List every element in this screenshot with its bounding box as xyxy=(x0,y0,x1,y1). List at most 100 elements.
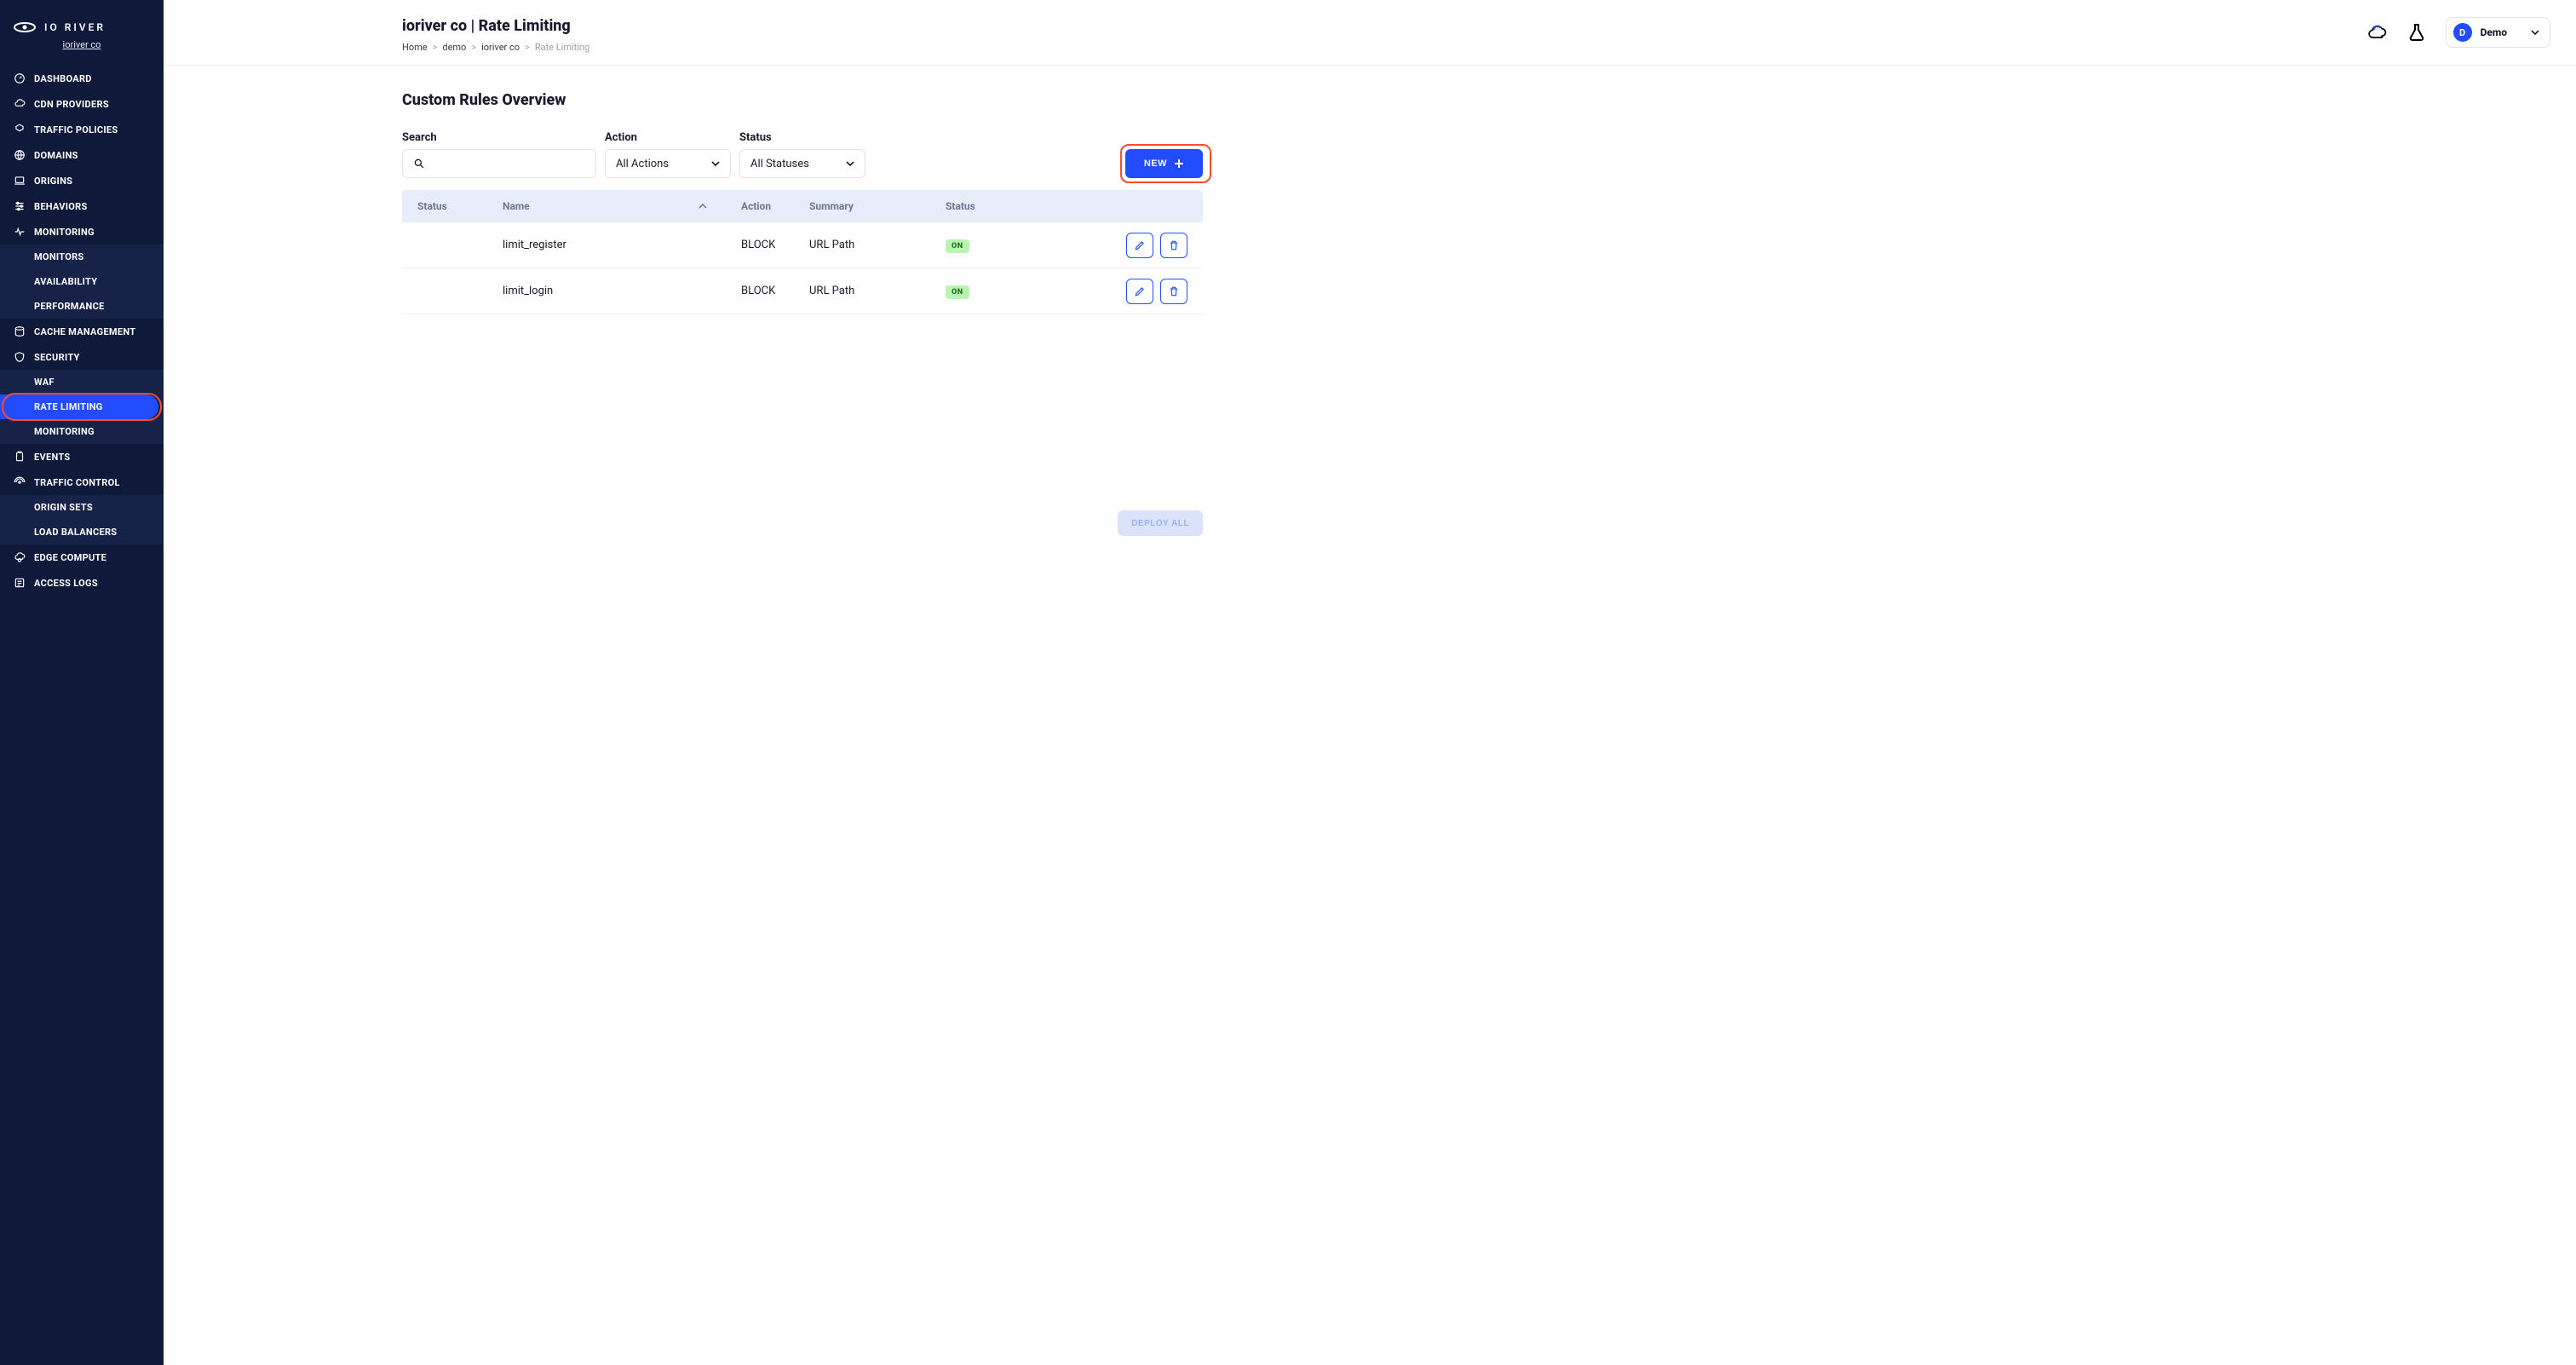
status-badge: ON xyxy=(946,239,969,253)
sidebar-item-domains[interactable]: DOMAINS xyxy=(0,142,164,168)
sidebar-item-waf[interactable]: WAF xyxy=(0,370,164,395)
account-menu[interactable]: D Demo xyxy=(2446,17,2550,48)
sidebar-item-access-logs[interactable]: ACCESS LOGS xyxy=(0,570,164,596)
rule-action: BLOCK xyxy=(741,239,809,251)
sidebar-item-monitors[interactable]: MONITORS xyxy=(0,245,164,269)
breadcrumb-item[interactable]: ioriver co xyxy=(481,42,520,53)
sidebar-section-traffic-control: ORIGIN SETS LOAD BALANCERS xyxy=(0,495,164,544)
sidebar-item-edge-compute[interactable]: EDGE COMPUTE xyxy=(0,544,164,570)
list-icon xyxy=(14,577,26,589)
sidebar-nav: DASHBOARD CDN PROVIDERS TRAFFIC POLICIES… xyxy=(0,66,164,596)
filter-status: Status All Statuses xyxy=(739,131,865,178)
sidebar-item-origins[interactable]: ORIGINS xyxy=(0,168,164,193)
search-input[interactable] xyxy=(430,158,585,170)
sidebar-item-cdn-providers[interactable]: CDN PROVIDERS xyxy=(0,91,164,117)
rule-action: BLOCK xyxy=(741,285,809,297)
sidebar-item-origin-sets[interactable]: ORIGIN SETS xyxy=(0,495,164,520)
table-row: limit_register BLOCK URL Path ON xyxy=(402,222,1203,268)
sidebar-item-label: ACCESS LOGS xyxy=(34,578,98,589)
sidebar-item-cache-management[interactable]: CACHE MANAGEMENT xyxy=(0,319,164,344)
sidebar-item-label: CACHE MANAGEMENT xyxy=(34,326,135,337)
status-selected: All Statuses xyxy=(750,158,809,170)
sidebar-item-monitoring[interactable]: MONITORING xyxy=(0,219,164,245)
cloud-status-icon[interactable] xyxy=(2367,22,2388,43)
action-select[interactable]: All Actions xyxy=(605,149,731,178)
sidebar-item-label: DOMAINS xyxy=(34,150,78,161)
globe-icon xyxy=(14,149,26,161)
breadcrumb-current: Rate Limiting xyxy=(535,42,589,53)
breadcrumb-separator: > xyxy=(433,42,438,53)
sidebar-section-monitoring: MONITORS AVAILABILITY PERFORMANCE xyxy=(0,245,164,319)
sidebar-section-security: WAF RATE LIMITING MONITORING xyxy=(0,370,164,444)
clipboard-icon xyxy=(14,451,26,463)
sidebar-item-performance[interactable]: PERFORMANCE xyxy=(0,294,164,319)
search-input-wrap xyxy=(402,149,596,178)
flask-icon[interactable] xyxy=(2406,22,2427,43)
breadcrumb-item[interactable]: demo xyxy=(442,42,466,53)
topbar: ioriver co | Rate Limiting Home > demo >… xyxy=(164,0,2576,66)
new-button[interactable]: NEW xyxy=(1125,149,1203,178)
th-name[interactable]: Name xyxy=(503,200,741,212)
sidebar-item-label: TRAFFIC POLICIES xyxy=(34,124,118,135)
logo-icon xyxy=(14,20,36,34)
sidebar-item-events[interactable]: EVENTS xyxy=(0,444,164,469)
rule-summary: URL Path xyxy=(809,285,946,297)
sidebar-item-label: BEHAVIORS xyxy=(34,201,88,212)
cloud-cog-icon xyxy=(14,551,26,563)
rules-table: Status Name Action Summary Status limit_… xyxy=(402,190,1203,314)
rule-name: limit_login xyxy=(503,285,741,297)
th-action: Action xyxy=(741,200,809,212)
table-row: limit_login BLOCK URL Path ON xyxy=(402,268,1203,314)
traffic-icon xyxy=(14,124,26,135)
content: Custom Rules Overview Search Action All … xyxy=(164,66,1228,562)
action-selected: All Actions xyxy=(616,158,669,170)
rule-summary: URL Path xyxy=(809,239,946,251)
laptop-icon xyxy=(14,175,26,187)
breadcrumb-separator: > xyxy=(525,42,530,53)
chevron-down-icon xyxy=(711,161,720,166)
shield-icon xyxy=(14,351,26,363)
sidebar-item-security-monitoring[interactable]: MONITORING xyxy=(0,419,164,444)
delete-button[interactable] xyxy=(1160,233,1187,258)
pulse-icon xyxy=(14,226,26,238)
th-status-toggle: Status xyxy=(417,200,503,212)
topbar-right: D Demo xyxy=(2367,17,2550,48)
edit-button[interactable] xyxy=(1126,233,1153,258)
sidebar-item-rate-limiting[interactable]: RATE LIMITING xyxy=(0,395,158,419)
sidebar-item-security[interactable]: SECURITY xyxy=(0,344,164,370)
status-select[interactable]: All Statuses xyxy=(739,149,865,178)
breadcrumb-separator: > xyxy=(471,42,476,53)
deploy-all-button[interactable]: DEPLOY ALL xyxy=(1118,510,1203,536)
avatar: D xyxy=(2453,23,2472,42)
status-badge: ON xyxy=(946,285,969,299)
sidebar-item-traffic-control[interactable]: TRAFFIC CONTROL xyxy=(0,469,164,495)
sidebar-item-dashboard[interactable]: DASHBOARD xyxy=(0,66,164,91)
brand-logo[interactable]: IO RIVER xyxy=(0,17,164,39)
org-link[interactable]: ioriver co xyxy=(0,39,164,66)
th-summary: Summary xyxy=(809,200,946,212)
sidebar-item-availability[interactable]: AVAILABILITY xyxy=(0,269,164,294)
breadcrumb-item[interactable]: Home xyxy=(402,42,428,53)
delete-button[interactable] xyxy=(1160,279,1187,304)
section-title: Custom Rules Overview xyxy=(402,91,1203,109)
page-title: ioriver co | Rate Limiting xyxy=(402,17,589,35)
sidebar-item-label: DASHBOARD xyxy=(34,73,92,84)
gauge-icon xyxy=(14,72,26,84)
new-button-label: NEW xyxy=(1144,158,1167,169)
sidebar-item-label: ORIGINS xyxy=(34,176,72,187)
sidebar-item-behaviors[interactable]: BEHAVIORS xyxy=(0,193,164,219)
filter-action: Action All Actions xyxy=(605,131,731,178)
sidebar-item-label: EVENTS xyxy=(34,452,70,463)
action-label: Action xyxy=(605,131,731,144)
cloud-icon xyxy=(14,98,26,110)
table-header: Status Name Action Summary Status xyxy=(402,190,1203,222)
main: ioriver co | Rate Limiting Home > demo >… xyxy=(164,0,2576,1365)
status-label: Status xyxy=(739,131,865,144)
title-area: ioriver co | Rate Limiting Home > demo >… xyxy=(402,17,589,53)
sidebar-item-traffic-policies[interactable]: TRAFFIC POLICIES xyxy=(0,117,164,142)
filter-search: Search xyxy=(402,131,596,178)
edit-button[interactable] xyxy=(1126,279,1153,304)
sidebar-item-load-balancers[interactable]: LOAD BALANCERS xyxy=(0,520,164,544)
plus-icon xyxy=(1174,158,1184,169)
database-icon xyxy=(14,325,26,337)
